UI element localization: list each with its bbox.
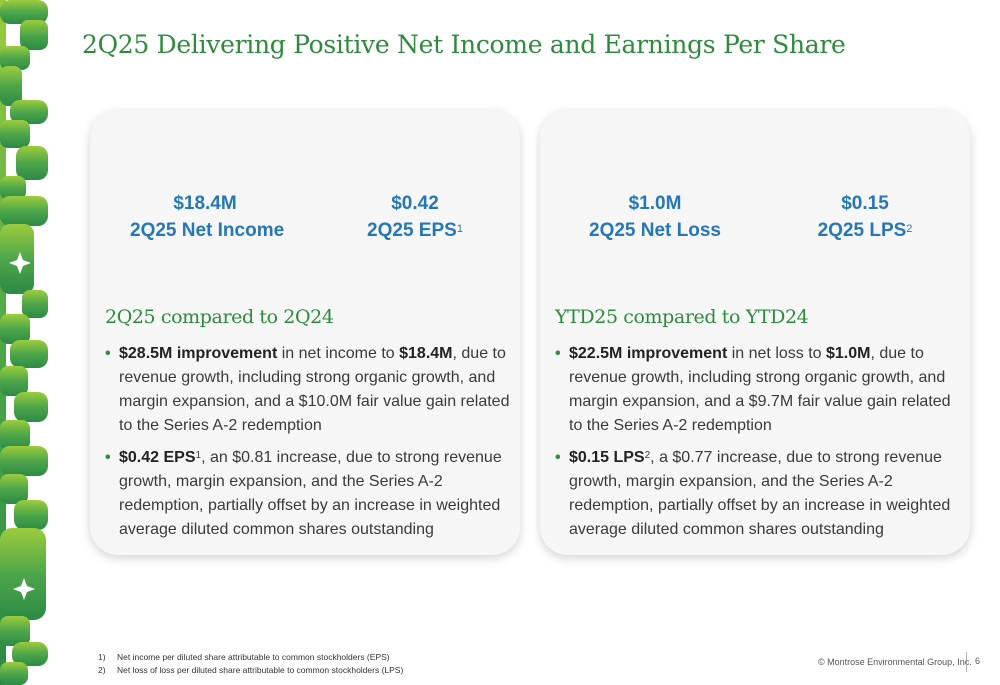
comparison-heading: 2Q25 compared to 2Q24 [105, 306, 334, 328]
lps-metric: $0.15 2Q25 LPS2 [795, 190, 935, 244]
metric-value: $1.0M [628, 193, 682, 214]
page-number: 6 [975, 656, 981, 666]
page-title: 2Q25 Delivering Positive Net Income and … [82, 30, 846, 59]
net-income-card: $18.4M 2Q25 Net Income $0.42 2Q25 EPS1 2… [90, 110, 520, 555]
bullet-item: $0.42 EPS1, an $0.81 increase, due to st… [105, 446, 510, 542]
net-income-metric: $18.4M 2Q25 Net Income [130, 190, 285, 244]
metric-value: $0.15 [841, 193, 889, 214]
bullet-item: $0.15 LPS2, a $0.77 increase, due to str… [555, 446, 960, 542]
bullet-item: $28.5M improvement in net income to $18.… [105, 342, 510, 438]
footnote-ref: 2 [906, 223, 913, 235]
footer-divider [966, 652, 967, 672]
net-loss-card: $1.0M 2Q25 Net Loss $0.15 2Q25 LPS2 YTD2… [540, 110, 970, 555]
metric-label: 2Q25 Net Income [130, 220, 285, 241]
eps-metric: $0.42 2Q25 EPS1 [345, 190, 485, 244]
metric-value: $0.42 [391, 193, 439, 214]
comparison-heading: YTD25 compared to YTD24 [555, 306, 809, 328]
metric-label: 2Q25 Net Loss [589, 220, 721, 241]
footnote-ref: 1 [456, 223, 463, 235]
footnotes: 1) Net income per diluted share attributa… [98, 651, 403, 677]
footnote: 2) Net loss of loss per diluted share att… [98, 665, 404, 675]
net-loss-metric: $1.0M 2Q25 Net Loss [580, 190, 730, 244]
metric-value: $18.4M [173, 193, 237, 214]
comparison-bullets: $28.5M improvement in net income to $18.… [105, 342, 510, 550]
copyright-notice: © Montrose Environmental Group, Inc. [818, 657, 972, 667]
metric-label: 2Q25 EPS1 [367, 220, 463, 241]
comparison-bullets: $22.5M improvement in net loss to $1.0M,… [555, 342, 960, 550]
metric-label: 2Q25 LPS2 [817, 220, 913, 241]
bullet-item: $22.5M improvement in net loss to $1.0M,… [555, 342, 960, 438]
decorative-side-stripe [0, 0, 48, 685]
footnote: 1) Net income per diluted share attributa… [98, 652, 390, 662]
